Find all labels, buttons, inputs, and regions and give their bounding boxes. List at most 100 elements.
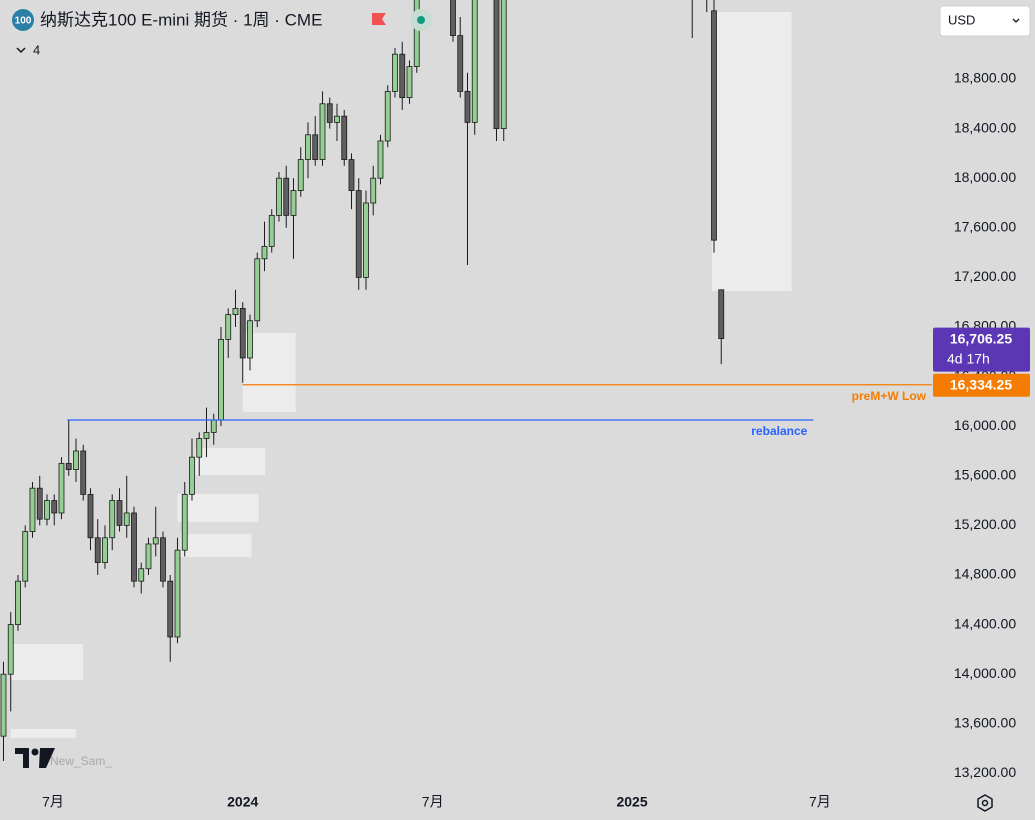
y-tick-label: 13,200.00 — [954, 764, 1016, 780]
candle-body — [210, 419, 217, 433]
candle-body — [116, 500, 123, 526]
candle-body — [102, 537, 108, 563]
x-tick-label: 7月 — [809, 794, 831, 810]
y-tick-label: 17,600.00 — [954, 218, 1016, 234]
candle-body — [189, 456, 195, 495]
bar-countdown: 4d 17h — [947, 350, 990, 366]
candle-body — [297, 159, 304, 191]
settings-icon[interactable] — [977, 794, 993, 812]
candle-body — [413, 0, 420, 67]
x-tick-label: 2025 — [616, 794, 647, 810]
candle-body — [131, 512, 137, 582]
candle-body — [58, 462, 65, 514]
x-tick-label: 2024 — [227, 794, 258, 810]
y-tick-label: 16,000.00 — [954, 417, 1016, 433]
y-tick-label: 13,600.00 — [954, 714, 1016, 730]
plot-area — [0, 0, 932, 761]
candle-body — [406, 66, 413, 98]
flag-icon[interactable] — [372, 13, 386, 25]
level-label: preM+W Low — [852, 389, 927, 403]
y-tick-label: 17,200.00 — [954, 268, 1016, 284]
candle-body — [276, 177, 282, 216]
watermark: New_Sam_ — [50, 754, 112, 768]
candle-body — [370, 177, 377, 204]
candle-body — [471, 0, 478, 123]
y-tick-label: 14,400.00 — [954, 615, 1016, 631]
zone — [195, 448, 266, 476]
candle-body — [305, 134, 311, 160]
candle-body — [51, 500, 58, 514]
candle-body — [123, 512, 130, 526]
candle-body — [399, 53, 406, 98]
candle-body — [711, 10, 717, 241]
candle-body — [44, 500, 50, 520]
symbol-badge: 100 — [15, 16, 32, 27]
candle-body — [65, 462, 72, 470]
candle-body — [348, 159, 355, 191]
candle-body — [174, 549, 181, 638]
candle-body — [247, 320, 253, 359]
candle-body — [181, 493, 188, 551]
last-price-tag — [933, 327, 1030, 372]
candle-body — [268, 214, 275, 247]
candle-body — [22, 531, 29, 582]
candle-body — [218, 338, 224, 421]
candle-body — [145, 543, 152, 570]
candle-body — [7, 624, 14, 675]
candle-body — [341, 115, 348, 160]
currency-label[interactable]: USD — [948, 12, 975, 27]
candle-body — [326, 103, 333, 123]
candle-body — [160, 537, 166, 582]
y-tick-label: 18,000.00 — [954, 169, 1016, 185]
candle-body — [457, 35, 464, 92]
y-tick-label: 14,800.00 — [954, 566, 1016, 582]
candle-body — [312, 134, 319, 160]
price-axis: 13,200.00 13,600.00 14,000.00 14,400.00 14,8… — [933, 70, 1030, 780]
y-tick-label: 18,800.00 — [954, 70, 1016, 86]
candle-body — [290, 190, 297, 216]
indicator-count[interactable]: 4 — [33, 42, 40, 57]
tv-logo — [15, 748, 55, 768]
candle-body — [363, 202, 369, 278]
candle-body — [36, 487, 43, 520]
y-tick-label: 15,600.00 — [954, 466, 1016, 482]
candle-body — [718, 289, 725, 340]
zone — [177, 494, 259, 523]
candle-body — [319, 103, 326, 160]
candle-body — [232, 307, 239, 315]
collapse-icon[interactable] — [16, 47, 26, 54]
candle-body — [283, 177, 290, 216]
candle-body — [196, 438, 203, 458]
chart-title: 纳斯达克100 E-mini 期货 · 1周 · CME — [40, 10, 322, 29]
candle-body — [377, 140, 384, 179]
zone — [180, 533, 252, 557]
level-label: rebalance — [751, 424, 807, 438]
zone — [10, 728, 76, 738]
x-tick-label: 7月 — [422, 794, 444, 810]
status-dot — [417, 16, 425, 24]
candle-body — [493, 0, 500, 129]
candle-body — [203, 431, 210, 439]
zone — [711, 12, 792, 292]
y-tick-label: 14,000.00 — [954, 665, 1016, 681]
level-price-tag — [933, 373, 1030, 397]
symbol-badge-bg — [12, 9, 34, 31]
candle-body — [87, 493, 94, 539]
currency-select[interactable] — [939, 5, 1031, 37]
candle-body — [167, 580, 174, 638]
last-price-label: 16,706.25 — [950, 330, 1012, 346]
candle-body — [239, 307, 246, 359]
candle-body — [464, 90, 471, 123]
candle-body — [225, 314, 232, 340]
level-price-label: 16,334.25 — [950, 376, 1012, 392]
candle-body — [384, 90, 391, 142]
candle-body — [500, 0, 507, 129]
candle-body — [109, 500, 116, 539]
candle-body — [0, 673, 7, 737]
dropdown-icon — [1012, 18, 1020, 23]
candle-body — [254, 258, 261, 322]
candle-body — [80, 450, 87, 495]
